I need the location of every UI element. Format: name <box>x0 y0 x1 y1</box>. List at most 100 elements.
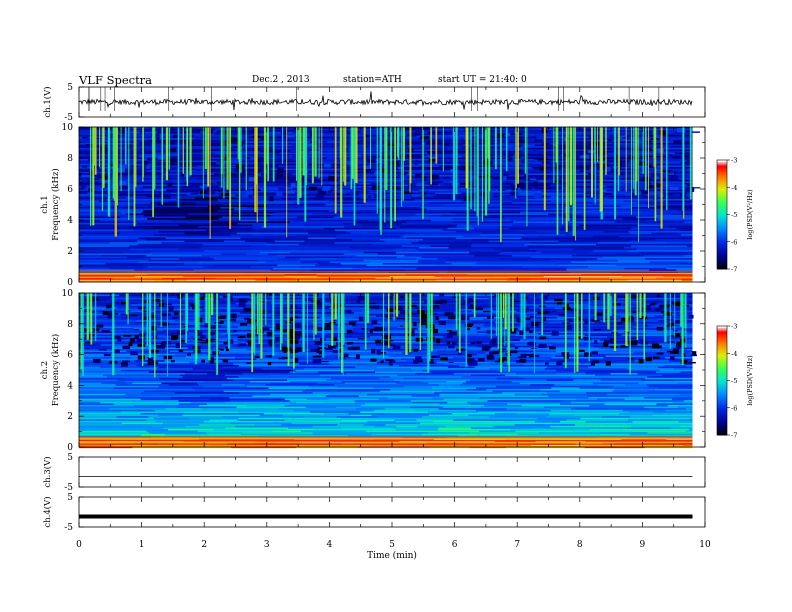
spectrogram-speckle <box>519 358 527 363</box>
spectrogram-band <box>129 245 181 247</box>
spectrogram-band <box>404 255 475 257</box>
y-tick-label: 2 <box>67 247 73 257</box>
spectrogram-band <box>79 432 149 434</box>
spectrogram-band <box>470 379 547 381</box>
spectrogram-band <box>183 411 240 413</box>
spectrogram-speckle <box>107 314 115 319</box>
spectrogram-speckle <box>397 317 405 320</box>
spectrogram-speckle <box>531 188 536 192</box>
spectrogram-band <box>437 258 500 260</box>
spectrogram-speckle <box>390 344 396 347</box>
spectrogram-band <box>183 369 217 372</box>
spectrogram-band <box>493 425 551 428</box>
spectrogram-band <box>347 331 368 333</box>
spectrogram-band <box>285 256 346 259</box>
spectrogram-speckle <box>356 300 361 304</box>
spectrogram-band <box>345 256 397 259</box>
spectrogram-band <box>379 215 442 217</box>
spectrogram-band <box>676 227 693 230</box>
spectrogram-band <box>674 368 693 370</box>
spectrogram-band <box>79 243 139 246</box>
spectrogram-band <box>563 205 621 207</box>
spectrogram-band <box>274 176 311 179</box>
spectrogram-band <box>184 232 208 235</box>
spectrogram-band <box>302 390 381 393</box>
spectrogram-band <box>183 263 263 265</box>
spectrogram-speckle <box>281 346 291 352</box>
spectrogram-band <box>340 263 383 265</box>
spectrogram-speckle <box>395 161 399 165</box>
sferic-streak <box>266 127 268 164</box>
spectrogram-band <box>557 138 630 140</box>
spectrogram-band <box>631 154 653 156</box>
spectrogram-speckle <box>552 143 558 146</box>
spectrogram-speckle <box>154 361 159 365</box>
spectrogram-band <box>79 136 117 139</box>
spectrogram-band <box>288 179 351 182</box>
colorbar-cell <box>717 367 727 371</box>
spectrogram-band <box>483 405 522 407</box>
spectrogram-band <box>556 317 578 319</box>
spectrogram-band <box>599 339 669 341</box>
spectrogram-band <box>281 424 338 426</box>
spectrogram-speckle <box>528 341 535 346</box>
sferic-streak <box>376 127 378 214</box>
spectrogram-speckle <box>131 315 138 317</box>
spectrogram-band <box>442 203 501 206</box>
spectrogram-band <box>687 331 693 333</box>
spectrogram-band <box>79 227 144 230</box>
y-tick-label: -5 <box>64 483 73 493</box>
spectrogram-band <box>456 237 522 239</box>
sferic-streak <box>258 293 261 345</box>
spectrogram-band <box>411 151 453 153</box>
colorbar-cell <box>717 393 727 396</box>
spectrogram-band <box>176 406 237 409</box>
spectrogram-band <box>446 381 467 383</box>
spectrogram-speckle <box>439 299 447 304</box>
spectrogram-band <box>79 334 158 337</box>
sferic-streak <box>353 127 356 226</box>
spectrogram-band <box>111 389 155 391</box>
spectrogram-band <box>360 130 398 132</box>
spectrogram-band <box>186 147 247 150</box>
spectrogram-band <box>573 379 601 381</box>
spectrogram-band <box>689 417 693 420</box>
spectrogram-speckle <box>634 295 639 299</box>
spectrogram-speckle <box>558 313 567 316</box>
spectrogram-band <box>109 242 162 244</box>
spectrogram-band <box>628 395 676 397</box>
y-tick-label: 0 <box>67 278 73 288</box>
spectrogram-band <box>631 425 680 428</box>
spectrogram-band <box>560 186 614 188</box>
spectrogram-band <box>551 345 594 348</box>
spectrogram-band <box>554 384 599 386</box>
x-tick-label: 7 <box>514 540 520 550</box>
spectrogram-band <box>429 446 470 449</box>
spectrogram-band <box>471 243 525 246</box>
spectrogram-speckle <box>336 342 345 347</box>
spectrogram-band <box>493 309 572 311</box>
spectrogram-band <box>112 345 158 348</box>
spectrogram-band <box>521 189 600 191</box>
spectrogram-band <box>555 263 609 265</box>
spectrogram-speckle <box>431 355 440 359</box>
sferic-streak <box>430 127 432 185</box>
spectrogram-speckle <box>336 192 343 195</box>
colorbar-cell <box>717 190 727 194</box>
sferic-streak <box>631 127 632 215</box>
spectrogram-band <box>453 357 502 359</box>
y-axis-label: ch.1(V) <box>42 86 53 117</box>
spectrogram-band <box>547 392 587 394</box>
spectrogram-band <box>79 424 125 426</box>
spectrogram-band <box>182 151 204 153</box>
spectrogram-band <box>480 395 549 397</box>
spectrogram-speckle <box>190 193 198 195</box>
spectrogram-band <box>254 218 283 220</box>
spectrogram-band <box>423 239 472 241</box>
spectrogram-band <box>218 210 276 212</box>
spectrogram-band <box>501 133 523 135</box>
spectrogram-speckle <box>388 317 392 319</box>
spectrogram-speckle <box>233 330 237 332</box>
spectrogram-band <box>281 189 311 191</box>
